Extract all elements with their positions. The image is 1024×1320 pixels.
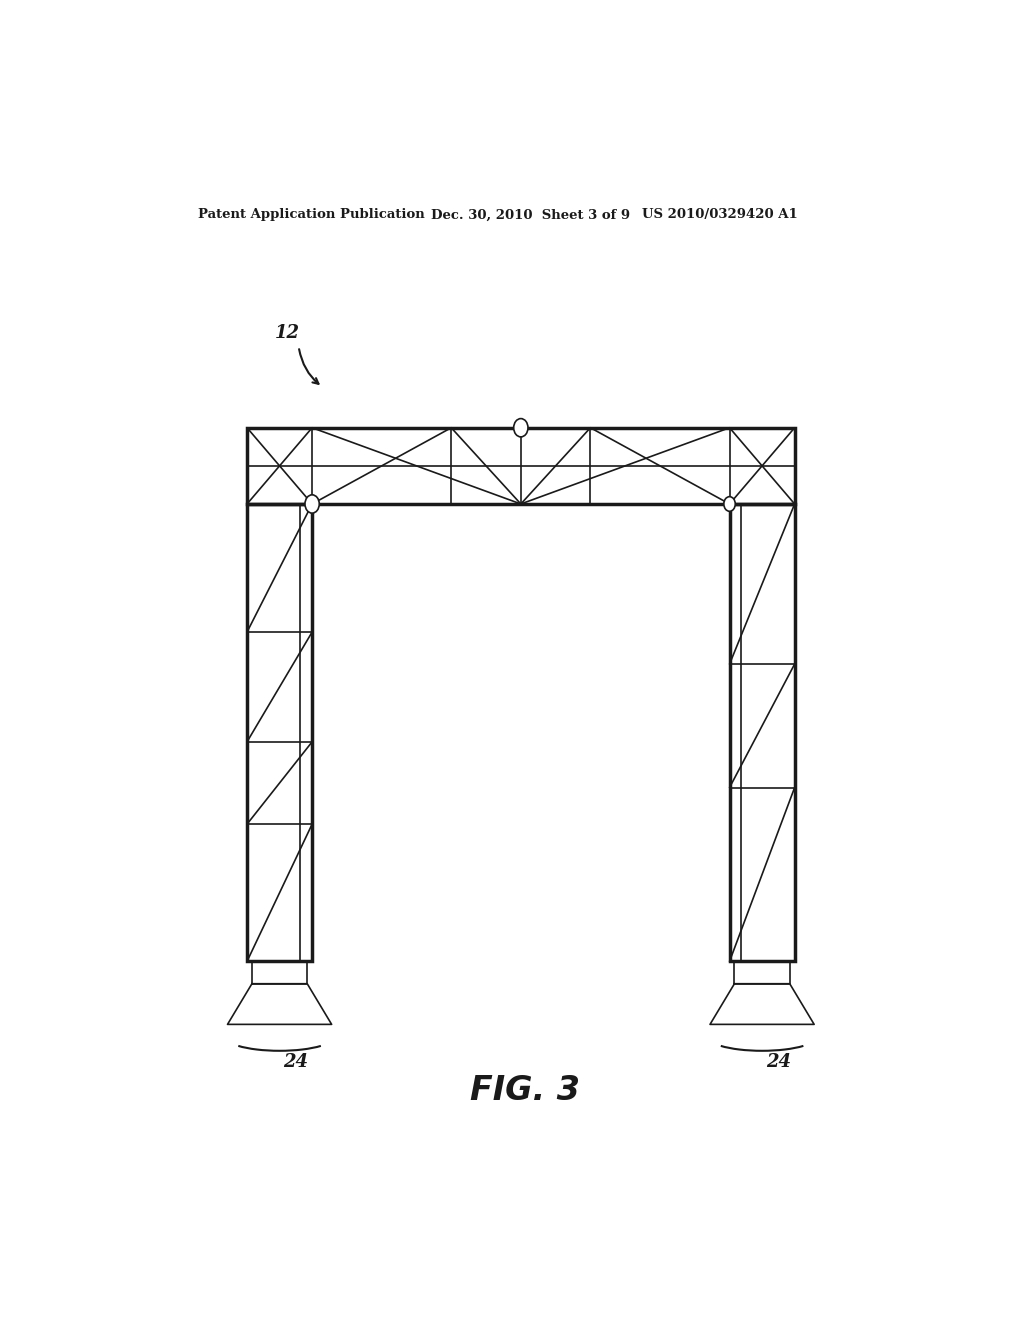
Circle shape	[724, 496, 735, 511]
Text: Dec. 30, 2010  Sheet 3 of 9: Dec. 30, 2010 Sheet 3 of 9	[431, 209, 631, 222]
Text: FIG. 3: FIG. 3	[470, 1073, 580, 1106]
Text: 24: 24	[766, 1053, 792, 1071]
Bar	[252, 961, 307, 983]
Text: 12: 12	[274, 325, 300, 342]
Bar	[734, 961, 790, 983]
Bar	[247, 504, 312, 961]
Circle shape	[305, 495, 319, 513]
Bar	[247, 428, 795, 504]
Bar	[729, 504, 795, 961]
Text: US 2010/0329420 A1: US 2010/0329420 A1	[642, 209, 798, 222]
Circle shape	[514, 418, 528, 437]
Text: 24: 24	[284, 1053, 308, 1071]
Text: Patent Application Publication: Patent Application Publication	[198, 209, 425, 222]
